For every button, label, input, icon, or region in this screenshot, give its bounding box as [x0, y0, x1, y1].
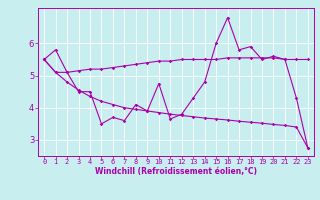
X-axis label: Windchill (Refroidissement éolien,°C): Windchill (Refroidissement éolien,°C)	[95, 167, 257, 176]
